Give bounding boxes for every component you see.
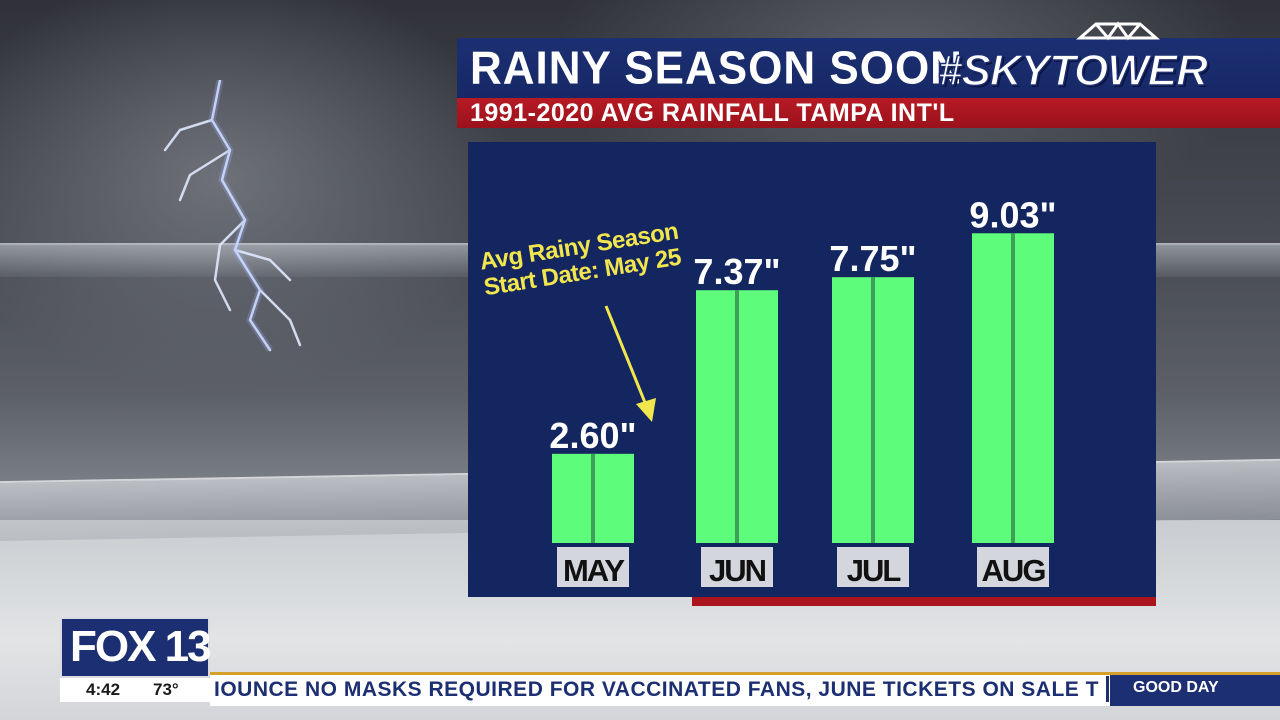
news-ticker	[210, 672, 1280, 706]
data-label-may: 2.60"	[549, 415, 636, 456]
bar-stripe-may	[591, 453, 595, 543]
ticker-separator	[1106, 676, 1109, 702]
arrow-icon	[604, 305, 656, 422]
diamond-icon	[1076, 21, 1160, 41]
ticker-brand-box	[1110, 672, 1280, 706]
ticker-brand: GOOD DAY	[1133, 679, 1219, 696]
tick-label-aug: AUG	[982, 553, 1046, 588]
ticker-text: IOUNCE NO MASKS REQUIRED FOR VACCINATED …	[214, 678, 1099, 701]
chart-subtitle: 1991-2020 AVG RAINFALL TAMPA INT'L	[470, 99, 955, 127]
data-label-aug: 9.03"	[969, 194, 1056, 235]
rainfall-bar-chart: 2.60" MAY 7.37" JUN 7.75" JUL 9.03" AUG	[549, 194, 1056, 588]
clock-time: 4:42	[86, 680, 121, 699]
page-title: RAINY SEASON SOON	[470, 42, 963, 95]
station-logo-box	[60, 617, 210, 678]
bar-stripe-aug	[1011, 233, 1015, 543]
title-bar	[457, 38, 1280, 98]
station-logo: FOX 13	[70, 622, 212, 671]
category-tab-may	[557, 547, 629, 587]
tick-label-jul: JUL	[847, 553, 901, 588]
subtitle-bar	[457, 98, 1280, 128]
bar-stripe-jul	[871, 277, 875, 543]
lightning-icon	[163, 80, 302, 352]
bar-stripe-jun	[735, 290, 739, 543]
brand-hashtag: #SKYTOWER	[937, 45, 1208, 96]
data-label-jun: 7.37"	[693, 251, 780, 292]
time-temp-box	[60, 678, 210, 702]
data-label-jul: 7.75"	[829, 238, 916, 279]
chart-panel-accent	[692, 597, 1156, 606]
category-tab-jun	[701, 547, 773, 587]
current-temperature: 73°	[153, 680, 179, 699]
tick-label-jun: JUN	[709, 553, 766, 588]
tick-label-may: MAY	[563, 553, 625, 588]
category-tab-aug	[977, 547, 1049, 587]
category-tab-jul	[837, 547, 909, 587]
